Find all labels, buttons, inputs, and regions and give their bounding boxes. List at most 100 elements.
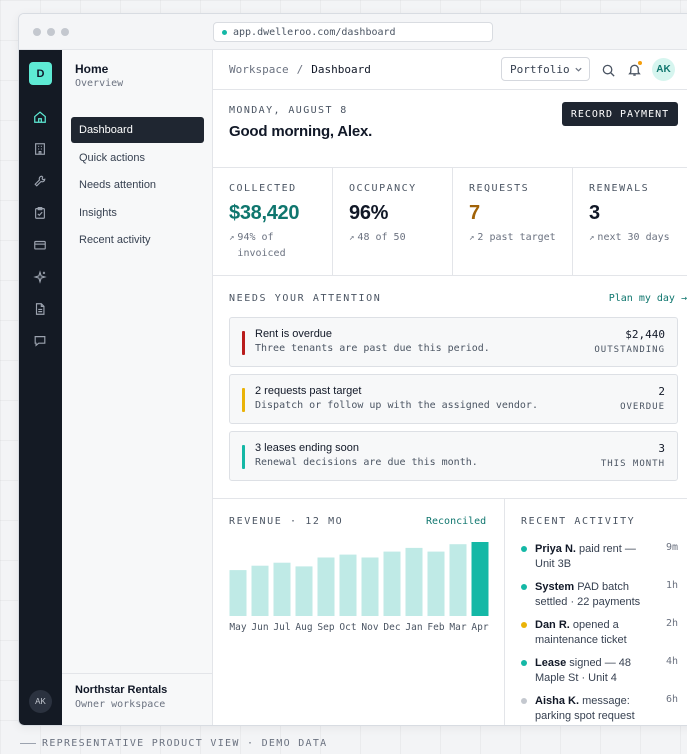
activity-time: 1h xyxy=(666,580,679,591)
stat-detail-text: next 30 days xyxy=(597,232,670,243)
revenue-bar-jul[interactable] xyxy=(273,562,291,616)
main-content: Workspace / Dashboard Portfolio AK MONDA… xyxy=(213,50,687,725)
stats-row: COLLECTED $38,420 ↗ 94% of invoiced OCCUP… xyxy=(213,167,687,276)
activity-status-dot xyxy=(521,698,527,704)
stat-value: $38,420 xyxy=(229,202,300,224)
activity-actor: Lease xyxy=(535,657,567,669)
user-avatar[interactable]: AK xyxy=(29,690,52,713)
activity-status-dot xyxy=(521,546,527,552)
window-controls xyxy=(33,28,69,36)
trend-icon: ↗ xyxy=(349,233,355,243)
activity-description: message: parking spot request xyxy=(535,695,635,722)
alert-title: 2 requests past target xyxy=(255,385,362,397)
stat-card-occupancy[interactable]: OCCUPANCY 96% ↗ 48 of 50 xyxy=(333,168,453,276)
stat-detail-text: 2 past target xyxy=(477,232,556,243)
chat-icon[interactable] xyxy=(33,334,47,348)
building-icon[interactable] xyxy=(33,142,47,156)
activity-status-dot xyxy=(521,584,527,590)
month-tick-label: Apr xyxy=(471,622,488,633)
workspace-switcher[interactable]: Northstar Rentals Owner workspace xyxy=(62,673,212,725)
stat-card-collected[interactable]: COLLECTED $38,420 ↗ 94% of invoiced xyxy=(213,168,333,276)
revenue-bar-apr[interactable] xyxy=(471,542,489,616)
stat-label: OCCUPANCY xyxy=(349,183,417,194)
stat-detail-text: 48 of 50 xyxy=(357,232,406,243)
revenue-bar-nov[interactable] xyxy=(361,557,379,617)
alert-leases-ending[interactable]: 3 leases ending soon Renewal decisions a… xyxy=(229,431,678,481)
month-tick-label: Feb xyxy=(427,622,444,633)
clipboard-icon[interactable] xyxy=(33,206,47,220)
month-tick-label: Jul xyxy=(273,622,290,633)
revenue-bar-dec[interactable] xyxy=(383,551,401,616)
alert-severity-bar xyxy=(242,445,245,469)
activity-time: 4h xyxy=(666,656,679,667)
activity-status-dot xyxy=(521,622,527,628)
date-label: MONDAY, AUGUST 8 xyxy=(229,105,348,116)
url-bar[interactable]: app.dwelleroo.com/dashboard xyxy=(213,22,493,42)
alert-severity-bar xyxy=(242,388,245,412)
month-tick-label: Jan xyxy=(405,622,422,633)
portfolio-select[interactable]: Portfolio xyxy=(501,57,590,81)
app-window: app.dwelleroo.com/dashboard D AK xyxy=(18,13,687,726)
month-tick-label: Aug xyxy=(295,622,312,633)
secure-indicator-icon xyxy=(222,29,227,35)
revenue-heading: REVENUE · 12 MO xyxy=(229,516,344,527)
trend-icon: ↗ xyxy=(589,233,595,243)
activity-text: Priya N. paid rent — Unit 3B xyxy=(535,542,653,572)
footnote-rule xyxy=(20,743,36,744)
stat-card-requests[interactable]: REQUESTS 7 ↗ 2 past target xyxy=(453,168,573,276)
record-payment-button[interactable]: RECORD PAYMENT xyxy=(562,102,678,126)
sidebar-item-quick-actions[interactable]: Quick actions xyxy=(79,152,146,164)
stat-value: 7 xyxy=(469,202,480,224)
alert-unit: OVERDUE xyxy=(620,402,665,412)
revenue-bar-feb[interactable] xyxy=(427,551,445,616)
reconciled-tag: Reconciled xyxy=(426,516,487,527)
activity-description: opened a maintenance ticket xyxy=(535,619,627,646)
top-bar: Workspace / Dashboard Portfolio AK xyxy=(213,50,687,90)
activity-description: PAD batch settled · 22 payments xyxy=(535,581,641,608)
sidebar-item-dashboard[interactable]: Dashboard xyxy=(71,117,204,143)
revenue-bar-mar[interactable] xyxy=(449,544,467,616)
alert-severity-bar xyxy=(242,331,245,355)
plan-my-day-link[interactable]: Plan my day → xyxy=(608,293,687,304)
sidebar-item-recent-activity[interactable]: Recent activity xyxy=(79,234,151,246)
wrench-icon[interactable] xyxy=(33,174,47,188)
sidebar-item-needs-attention[interactable]: Needs attention xyxy=(79,179,157,191)
revenue-bar-may[interactable] xyxy=(229,570,247,616)
sidebar-item-insights[interactable]: Insights xyxy=(79,207,117,219)
minimize-dot-icon[interactable] xyxy=(47,28,55,36)
breadcrumb-separator: / xyxy=(296,63,304,76)
activity-actor: System xyxy=(535,581,575,593)
month-tick-label: Nov xyxy=(361,622,378,633)
stat-detail: ↗ 94% of invoiced xyxy=(229,230,321,262)
section-subtitle: Overview xyxy=(75,78,124,89)
close-dot-icon[interactable] xyxy=(33,28,41,36)
lower-panels: REVENUE · 12 MO Reconciled May Jun Jul Aug S… xyxy=(213,498,687,725)
account-avatar[interactable]: AK xyxy=(652,58,675,81)
search-icon[interactable] xyxy=(601,63,616,78)
credit-card-icon[interactable] xyxy=(33,238,47,252)
revenue-bar-jun[interactable] xyxy=(251,565,269,616)
activity-text: System PAD batch settled · 22 payments xyxy=(535,580,653,610)
revenue-bar-aug[interactable] xyxy=(295,566,313,616)
app-logo[interactable]: D xyxy=(29,62,52,85)
trend-icon: ↗ xyxy=(229,233,235,243)
alert-requests-past-target[interactable]: 2 requests past target Dispatch or follo… xyxy=(229,374,678,424)
maximize-dot-icon[interactable] xyxy=(61,28,69,36)
breadcrumb-workspace[interactable]: Workspace xyxy=(229,63,289,76)
revenue-bar-jan[interactable] xyxy=(405,547,423,616)
alert-title: 3 leases ending soon xyxy=(255,442,359,454)
alert-rent-overdue[interactable]: Rent is overdue Three tenants are past d… xyxy=(229,317,678,367)
month-tick-label: May xyxy=(229,622,246,633)
revenue-bar-oct[interactable] xyxy=(339,554,357,616)
stat-label: REQUESTS xyxy=(469,183,530,194)
stat-value: 96% xyxy=(349,202,389,224)
home-icon[interactable] xyxy=(33,110,47,124)
sparkle-icon[interactable] xyxy=(33,270,47,284)
revenue-bar-sep[interactable] xyxy=(317,557,335,617)
bell-icon[interactable] xyxy=(627,60,643,77)
alert-description: Renewal decisions are due this month. xyxy=(255,457,478,468)
activity-actor: Dan R. xyxy=(535,619,570,631)
stat-card-renewals[interactable]: RENEWALS 3 ↗ next 30 days xyxy=(573,168,687,276)
document-icon[interactable] xyxy=(33,302,47,316)
browser-titlebar: app.dwelleroo.com/dashboard xyxy=(19,14,687,50)
